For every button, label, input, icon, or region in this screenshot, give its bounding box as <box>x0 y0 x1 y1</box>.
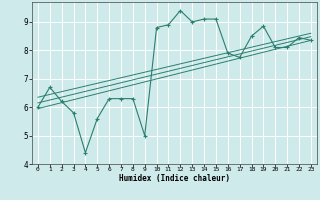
X-axis label: Humidex (Indice chaleur): Humidex (Indice chaleur) <box>119 174 230 183</box>
